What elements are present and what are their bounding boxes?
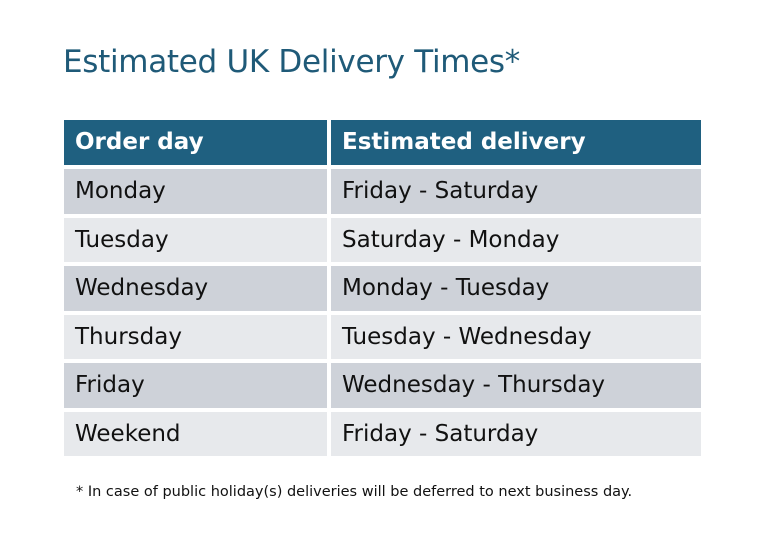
delivery-cell: Wednesday - Thursday: [331, 363, 701, 408]
delivery-cell: Friday - Saturday: [331, 411, 701, 456]
table-row: Wednesday Monday - Tuesday: [64, 266, 701, 311]
delivery-table: Order day Estimated delivery Monday Frid…: [64, 120, 701, 460]
order-day-cell: Wednesday: [64, 266, 327, 311]
table-row: Thursday Tuesday - Wednesday: [64, 314, 701, 359]
delivery-cell: Tuesday - Wednesday: [331, 314, 701, 359]
delivery-cell: Saturday - Monday: [331, 217, 701, 262]
order-day-cell: Thursday: [64, 314, 327, 359]
order-day-cell: Tuesday: [64, 217, 327, 262]
footnote: * In case of public holiday(s) deliverie…: [76, 484, 633, 500]
order-day-cell: Weekend: [64, 411, 327, 456]
table-header-row: Order day Estimated delivery: [64, 120, 701, 165]
table-row: Tuesday Saturday - Monday: [64, 217, 701, 262]
order-day-cell: Friday: [64, 363, 327, 408]
table-row: Weekend Friday - Saturday: [64, 411, 701, 456]
header-estimated-delivery: Estimated delivery: [331, 120, 701, 165]
header-order-day: Order day: [64, 120, 327, 165]
table-row: Friday Wednesday - Thursday: [64, 363, 701, 408]
order-day-cell: Monday: [64, 169, 327, 214]
delivery-cell: Friday - Saturday: [331, 169, 701, 214]
page-title: Estimated UK Delivery Times*: [63, 44, 520, 80]
table-row: Monday Friday - Saturday: [64, 169, 701, 214]
delivery-cell: Monday - Tuesday: [331, 266, 701, 311]
